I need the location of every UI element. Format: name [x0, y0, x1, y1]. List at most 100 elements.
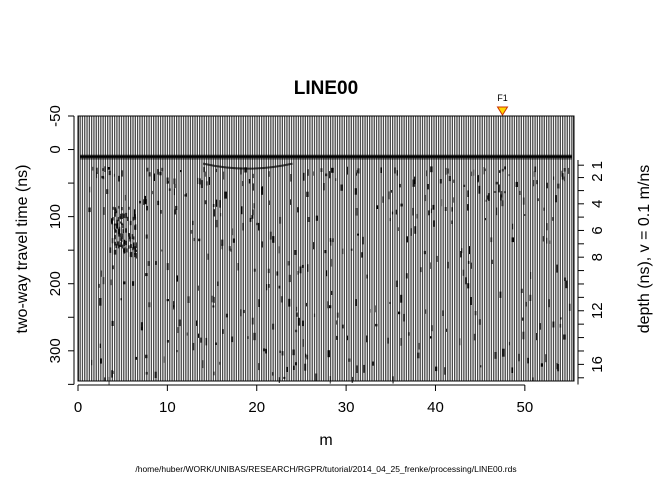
- diffraction-mark: [111, 238, 114, 244]
- diffraction-mark: [474, 311, 477, 316]
- diffraction-mark: [288, 298, 291, 307]
- anomaly-cluster-mark: [130, 244, 132, 248]
- diffraction-mark: [303, 172, 305, 181]
- anomaly-cluster-mark: [125, 212, 128, 219]
- diffraction-mark: [515, 181, 518, 187]
- diffraction-mark: [366, 274, 368, 279]
- anomaly-cluster-mark: [119, 221, 122, 224]
- diffraction-mark: [261, 186, 263, 190]
- anomaly-cluster-mark: [125, 240, 127, 246]
- diffraction-mark: [557, 183, 560, 189]
- diffraction-mark: [559, 323, 562, 328]
- diffraction-mark: [549, 240, 551, 244]
- diffraction-mark: [498, 184, 500, 193]
- diffraction-mark: [219, 200, 221, 208]
- anomaly-cluster-mark: [135, 249, 138, 252]
- y-axis-left: -50 0 100 200 300: [47, 105, 75, 385]
- diffraction-mark: [414, 176, 416, 184]
- diffraction-mark: [192, 220, 194, 226]
- diffraction-mark: [208, 177, 211, 185]
- diffraction-mark: [102, 168, 104, 171]
- diffraction-mark: [268, 171, 270, 177]
- diffraction-mark: [502, 348, 505, 357]
- diffraction-mark: [423, 250, 427, 255]
- diffraction-mark: [356, 172, 358, 176]
- diffraction-mark: [499, 291, 502, 298]
- diffraction-mark: [278, 246, 280, 254]
- first-arrival-reflection: [80, 154, 572, 170]
- anomaly-cluster-mark: [122, 229, 124, 233]
- diffraction-mark: [327, 350, 330, 358]
- diffraction-mark: [147, 261, 150, 266]
- diffraction-mark: [215, 168, 218, 173]
- diffraction-mark: [261, 187, 263, 195]
- diffraction-mark: [293, 365, 295, 370]
- diffraction-mark: [400, 203, 403, 207]
- diffraction-mark: [281, 351, 284, 356]
- diffraction-mark: [307, 169, 310, 176]
- diffraction-mark: [478, 185, 481, 194]
- diffraction-mark: [464, 277, 467, 285]
- marker-triangle-icon: [496, 106, 509, 116]
- diffraction-mark: [480, 365, 482, 368]
- anomaly-cluster-mark: [126, 248, 128, 253]
- diffraction-mark: [177, 327, 179, 333]
- diffraction-mark: [443, 367, 446, 375]
- diffraction-mark: [132, 247, 135, 251]
- diffraction-mark: [522, 331, 525, 340]
- diffraction-mark: [567, 167, 570, 174]
- diffraction-mark: [292, 349, 295, 356]
- diffraction-mark: [478, 319, 481, 325]
- diffraction-mark: [251, 317, 254, 325]
- anomaly-cluster-mark: [121, 222, 123, 225]
- diffraction-mark: [249, 217, 252, 222]
- diffraction-mark: [355, 299, 357, 306]
- diffraction-mark: [145, 371, 148, 375]
- diffraction-mark: [112, 370, 115, 374]
- diffraction-mark: [106, 189, 109, 194]
- diffraction-mark: [403, 313, 405, 322]
- diffraction-mark: [272, 236, 275, 243]
- diffraction-mark: [148, 302, 151, 308]
- diffraction-mark: [446, 328, 448, 332]
- anomaly-cluster-mark: [135, 242, 137, 249]
- diffraction-mark: [204, 171, 206, 177]
- diffraction-mark: [107, 167, 110, 170]
- diffraction-mark: [335, 335, 338, 340]
- diffraction-mark: [176, 350, 179, 353]
- diffraction-mark: [546, 237, 548, 244]
- diffraction-mark: [213, 209, 216, 217]
- diffraction-mark: [296, 306, 298, 312]
- diffraction-mark: [340, 184, 343, 191]
- diffraction-mark: [179, 170, 182, 173]
- diffraction-mark: [306, 191, 309, 197]
- depth-tick-label: 4: [589, 200, 606, 208]
- diffraction-mark: [153, 173, 156, 181]
- diffraction-mark: [335, 178, 337, 181]
- diffraction-mark: [557, 364, 560, 372]
- diffraction-mark: [123, 281, 126, 285]
- diffraction-mark: [166, 177, 169, 184]
- diffraction-mark: [365, 335, 368, 343]
- x-axis-label: m: [319, 432, 332, 449]
- diffraction-mark: [539, 323, 542, 330]
- diffraction-mark: [247, 336, 249, 339]
- diffraction-mark: [511, 367, 514, 373]
- diffraction-mark: [533, 171, 535, 177]
- anomaly-cluster-mark: [128, 206, 130, 210]
- diffraction-mark: [329, 376, 331, 384]
- diffraction-mark: [200, 180, 203, 188]
- diffraction-mark: [328, 305, 332, 309]
- diffraction-mark: [522, 197, 525, 205]
- x-axis: 0 10 20 30 40 50: [74, 384, 533, 416]
- diffraction-mark: [332, 238, 334, 243]
- diffraction-mark: [166, 299, 169, 302]
- diffraction-mark: [392, 376, 394, 384]
- diffraction-mark: [395, 209, 397, 215]
- diffraction-mark: [258, 299, 260, 307]
- diffraction-mark: [314, 373, 318, 381]
- diffraction-mark: [195, 320, 198, 326]
- diffraction-mark: [556, 264, 558, 273]
- diffraction-mark: [361, 252, 363, 258]
